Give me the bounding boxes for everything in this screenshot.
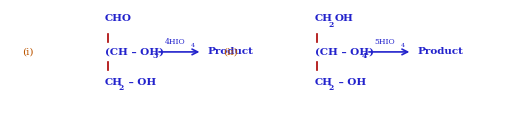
Text: – OH: – OH (335, 78, 366, 87)
Text: 3: 3 (152, 52, 157, 60)
Text: 4: 4 (401, 43, 405, 48)
Text: Product: Product (417, 47, 463, 56)
Text: Product: Product (207, 47, 253, 56)
Text: 4: 4 (191, 43, 195, 48)
Text: 4HIO: 4HIO (165, 38, 185, 46)
Text: CH: CH (105, 78, 123, 87)
Text: CH: CH (315, 14, 333, 23)
Text: 4: 4 (362, 52, 367, 60)
Text: (i): (i) (23, 47, 34, 56)
Text: CH: CH (315, 78, 333, 87)
Text: CHO: CHO (105, 14, 132, 23)
Text: OH: OH (335, 14, 354, 23)
Text: 2: 2 (118, 84, 123, 92)
Text: (CH – OH): (CH – OH) (105, 47, 164, 56)
Text: – OH: – OH (125, 78, 156, 87)
Text: (CH – OH): (CH – OH) (315, 47, 374, 56)
Text: 2: 2 (328, 21, 333, 29)
Text: (ii): (ii) (223, 47, 238, 56)
Text: 5HIO: 5HIO (375, 38, 395, 46)
Text: 2: 2 (328, 84, 333, 92)
